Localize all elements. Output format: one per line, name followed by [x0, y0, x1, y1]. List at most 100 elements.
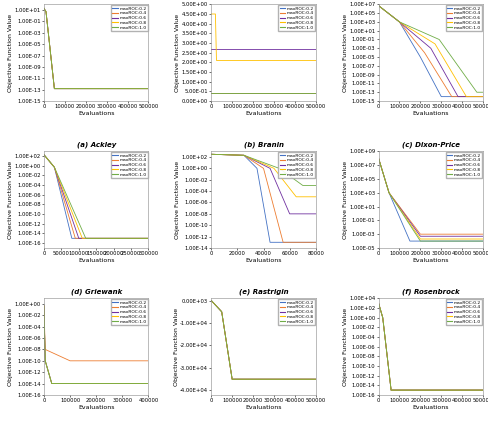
Line: maxROC:0.6: maxROC:0.6: [379, 303, 483, 390]
Line: maxROC:0.8: maxROC:0.8: [44, 306, 148, 384]
maxROC:0.2: [376, 3, 382, 8]
Legend: maxROC:0.2, maxROC:0.4, maxROC:0.6, maxROC:0.8, maxROC:1.0: maxROC:0.2, maxROC:0.4, maxROC:0.6, maxR…: [446, 5, 482, 31]
maxROC:1.0: [145, 86, 151, 91]
maxROC:0.2: [49, 381, 55, 386]
Y-axis label: Objective Function Value: Objective Function Value: [175, 13, 181, 92]
Line: maxROC:1.0: maxROC:1.0: [379, 158, 483, 241]
maxROC:0.6: [43, 9, 49, 14]
maxROC:1.0: [386, 190, 392, 195]
Line: maxROC:1.0: maxROC:1.0: [379, 6, 483, 92]
maxROC:0.8: [271, 166, 277, 171]
maxROC:0.4: [145, 358, 151, 363]
maxROC:0.8: [432, 41, 438, 46]
maxROC:0.8: [51, 86, 57, 91]
Y-axis label: Objective Function Value: Objective Function Value: [8, 13, 13, 92]
maxROC:0.4: [480, 94, 486, 99]
Line: maxROC:1.0: maxROC:1.0: [44, 306, 148, 384]
maxROC:0.4: [397, 20, 403, 25]
maxROC:0.4: [208, 151, 214, 157]
Legend: maxROC:0.2, maxROC:0.4, maxROC:0.6, maxROC:0.8, maxROC:1.0: maxROC:0.2, maxROC:0.4, maxROC:0.6, maxR…: [279, 5, 315, 31]
Line: maxROC:0.6: maxROC:0.6: [44, 306, 148, 384]
Line: maxROC:0.8: maxROC:0.8: [379, 6, 483, 97]
maxROC:0.4: [388, 388, 394, 393]
maxROC:0.8: [376, 3, 382, 8]
maxROC:0.4: [145, 86, 151, 91]
maxROC:0.6: [145, 236, 151, 241]
Line: maxROC:0.8: maxROC:0.8: [211, 154, 316, 197]
maxROC:0.8: [208, 151, 214, 157]
maxROC:0.4: [261, 166, 266, 171]
Text: (f) Rosenbrock: (f) Rosenbrock: [402, 289, 460, 295]
maxROC:0.2: [51, 164, 57, 170]
maxROC:0.4: [229, 377, 235, 382]
maxROC:0.2: [388, 388, 394, 393]
Line: maxROC:0.8: maxROC:0.8: [211, 300, 316, 379]
maxROC:0.8: [214, 58, 220, 63]
maxROC:0.6: [145, 86, 151, 91]
maxROC:0.8: [208, 298, 214, 303]
maxROC:1.0: [376, 156, 382, 161]
Line: maxROC:0.8: maxROC:0.8: [379, 158, 483, 239]
maxROC:0.2: [41, 6, 47, 11]
maxROC:0.4: [219, 309, 224, 314]
maxROC:1.0: [417, 238, 423, 243]
maxROC:0.4: [241, 153, 247, 158]
maxROC:1.0: [376, 300, 382, 306]
Legend: maxROC:0.2, maxROC:0.4, maxROC:0.6, maxROC:0.8, maxROC:1.0: maxROC:0.2, maxROC:0.4, maxROC:0.6, maxR…: [279, 299, 315, 325]
maxROC:0.2: [254, 166, 260, 171]
maxROC:0.8: [43, 9, 49, 14]
maxROC:0.2: [41, 303, 47, 308]
Line: maxROC:0.2: maxROC:0.2: [379, 6, 483, 97]
maxROC:0.8: [464, 94, 469, 99]
maxROC:0.6: [49, 381, 55, 386]
Y-axis label: Objective Function Value: Objective Function Value: [343, 161, 348, 239]
maxROC:1.0: [41, 303, 47, 308]
maxROC:1.0: [41, 152, 47, 157]
maxROC:0.4: [42, 347, 48, 352]
maxROC:0.4: [376, 156, 382, 161]
maxROC:0.8: [41, 303, 47, 308]
X-axis label: Evaluations: Evaluations: [245, 257, 282, 263]
maxROC:0.6: [42, 358, 48, 363]
maxROC:0.6: [287, 211, 293, 217]
maxROC:0.6: [388, 388, 394, 393]
maxROC:1.0: [474, 90, 480, 95]
maxROC:0.6: [208, 298, 214, 303]
X-axis label: Evaluations: Evaluations: [78, 257, 115, 263]
Line: maxROC:0.8: maxROC:0.8: [211, 14, 316, 60]
maxROC:1.0: [208, 298, 214, 303]
Y-axis label: Objective Function Value: Objective Function Value: [8, 161, 13, 239]
Line: maxROC:0.6: maxROC:0.6: [44, 8, 148, 89]
X-axis label: Evaluations: Evaluations: [412, 111, 449, 115]
maxROC:0.2: [51, 86, 57, 91]
maxROC:0.8: [145, 236, 151, 241]
maxROC:0.8: [417, 237, 423, 242]
maxROC:0.4: [280, 240, 286, 245]
maxROC:0.4: [120, 358, 125, 363]
maxROC:1.0: [219, 309, 224, 314]
X-axis label: Evaluations: Evaluations: [245, 111, 282, 115]
X-axis label: Evaluations: Evaluations: [78, 404, 115, 410]
maxROC:1.0: [145, 236, 151, 241]
maxROC:0.4: [72, 236, 78, 241]
X-axis label: Evaluations: Evaluations: [245, 404, 282, 410]
Line: maxROC:0.4: maxROC:0.4: [379, 303, 483, 390]
maxROC:1.0: [49, 381, 55, 386]
Legend: maxROC:0.2, maxROC:0.4, maxROC:0.6, maxROC:0.8, maxROC:1.0: maxROC:0.2, maxROC:0.4, maxROC:0.6, maxR…: [111, 5, 147, 31]
Line: maxROC:0.6: maxROC:0.6: [379, 158, 483, 236]
maxROC:0.4: [417, 232, 423, 237]
maxROC:0.8: [388, 388, 394, 393]
Line: maxROC:0.2: maxROC:0.2: [44, 155, 148, 238]
Line: maxROC:0.6: maxROC:0.6: [379, 6, 483, 97]
maxROC:1.0: [480, 238, 486, 243]
maxROC:1.0: [51, 164, 57, 170]
Line: maxROC:0.2: maxROC:0.2: [379, 158, 483, 241]
Line: maxROC:0.4: maxROC:0.4: [211, 154, 316, 242]
maxROC:0.6: [76, 236, 81, 241]
maxROC:0.2: [380, 315, 386, 320]
Line: maxROC:0.2: maxROC:0.2: [44, 306, 148, 384]
maxROC:0.8: [386, 190, 392, 195]
Legend: maxROC:0.2, maxROC:0.4, maxROC:0.6, maxROC:0.8, maxROC:1.0: maxROC:0.2, maxROC:0.4, maxROC:0.6, maxR…: [446, 152, 482, 178]
Line: maxROC:0.4: maxROC:0.4: [211, 300, 316, 379]
maxROC:0.8: [80, 236, 85, 241]
